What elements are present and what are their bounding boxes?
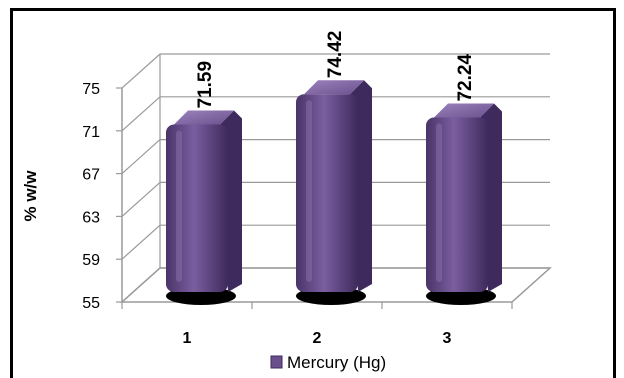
bar — [296, 94, 358, 293]
x-category-label: 1 — [183, 330, 192, 347]
bar-top — [434, 103, 494, 118]
x-category-label: 3 — [443, 330, 452, 347]
grid-line-side — [121, 224, 161, 260]
y-tick-label: 59 — [82, 252, 100, 269]
grid-line-side — [121, 53, 161, 89]
y-tick-label: 71 — [82, 124, 100, 141]
x-axis-categories: 1 2 3 — [183, 330, 452, 347]
legend: Mercury (Hg) — [270, 353, 386, 372]
bar-top — [304, 80, 364, 95]
y-axis-label: % w/w — [21, 170, 40, 222]
y-tick-label: 55 — [82, 295, 100, 312]
bar — [166, 124, 228, 292]
x-category-label: 2 — [313, 330, 322, 347]
grid-line-side — [121, 96, 161, 132]
y-tick-label: 75 — [82, 81, 100, 98]
legend-label: Mercury (Hg) — [287, 353, 386, 372]
bar-highlight — [176, 130, 182, 282]
y-axis-ticks: 55 59 63 67 71 75 — [82, 81, 122, 312]
grid-line-side — [121, 139, 161, 175]
data-label: 74.42 — [325, 31, 346, 79]
y-tick-label: 63 — [82, 209, 100, 226]
data-label: 71.59 — [195, 61, 216, 109]
bar-top — [174, 110, 234, 125]
bars — [166, 80, 502, 305]
axes — [121, 54, 513, 309]
bar-highlight — [306, 100, 312, 283]
y-tick-label: 67 — [82, 167, 100, 184]
bar-highlight — [436, 123, 442, 282]
grid-line-side — [121, 267, 161, 303]
legend-swatch — [270, 355, 283, 369]
grid-line-side — [121, 181, 161, 217]
data-label: 72.24 — [455, 54, 476, 102]
data-labels: 71.59 74.42 72.24 — [195, 31, 476, 109]
bar — [426, 117, 488, 292]
